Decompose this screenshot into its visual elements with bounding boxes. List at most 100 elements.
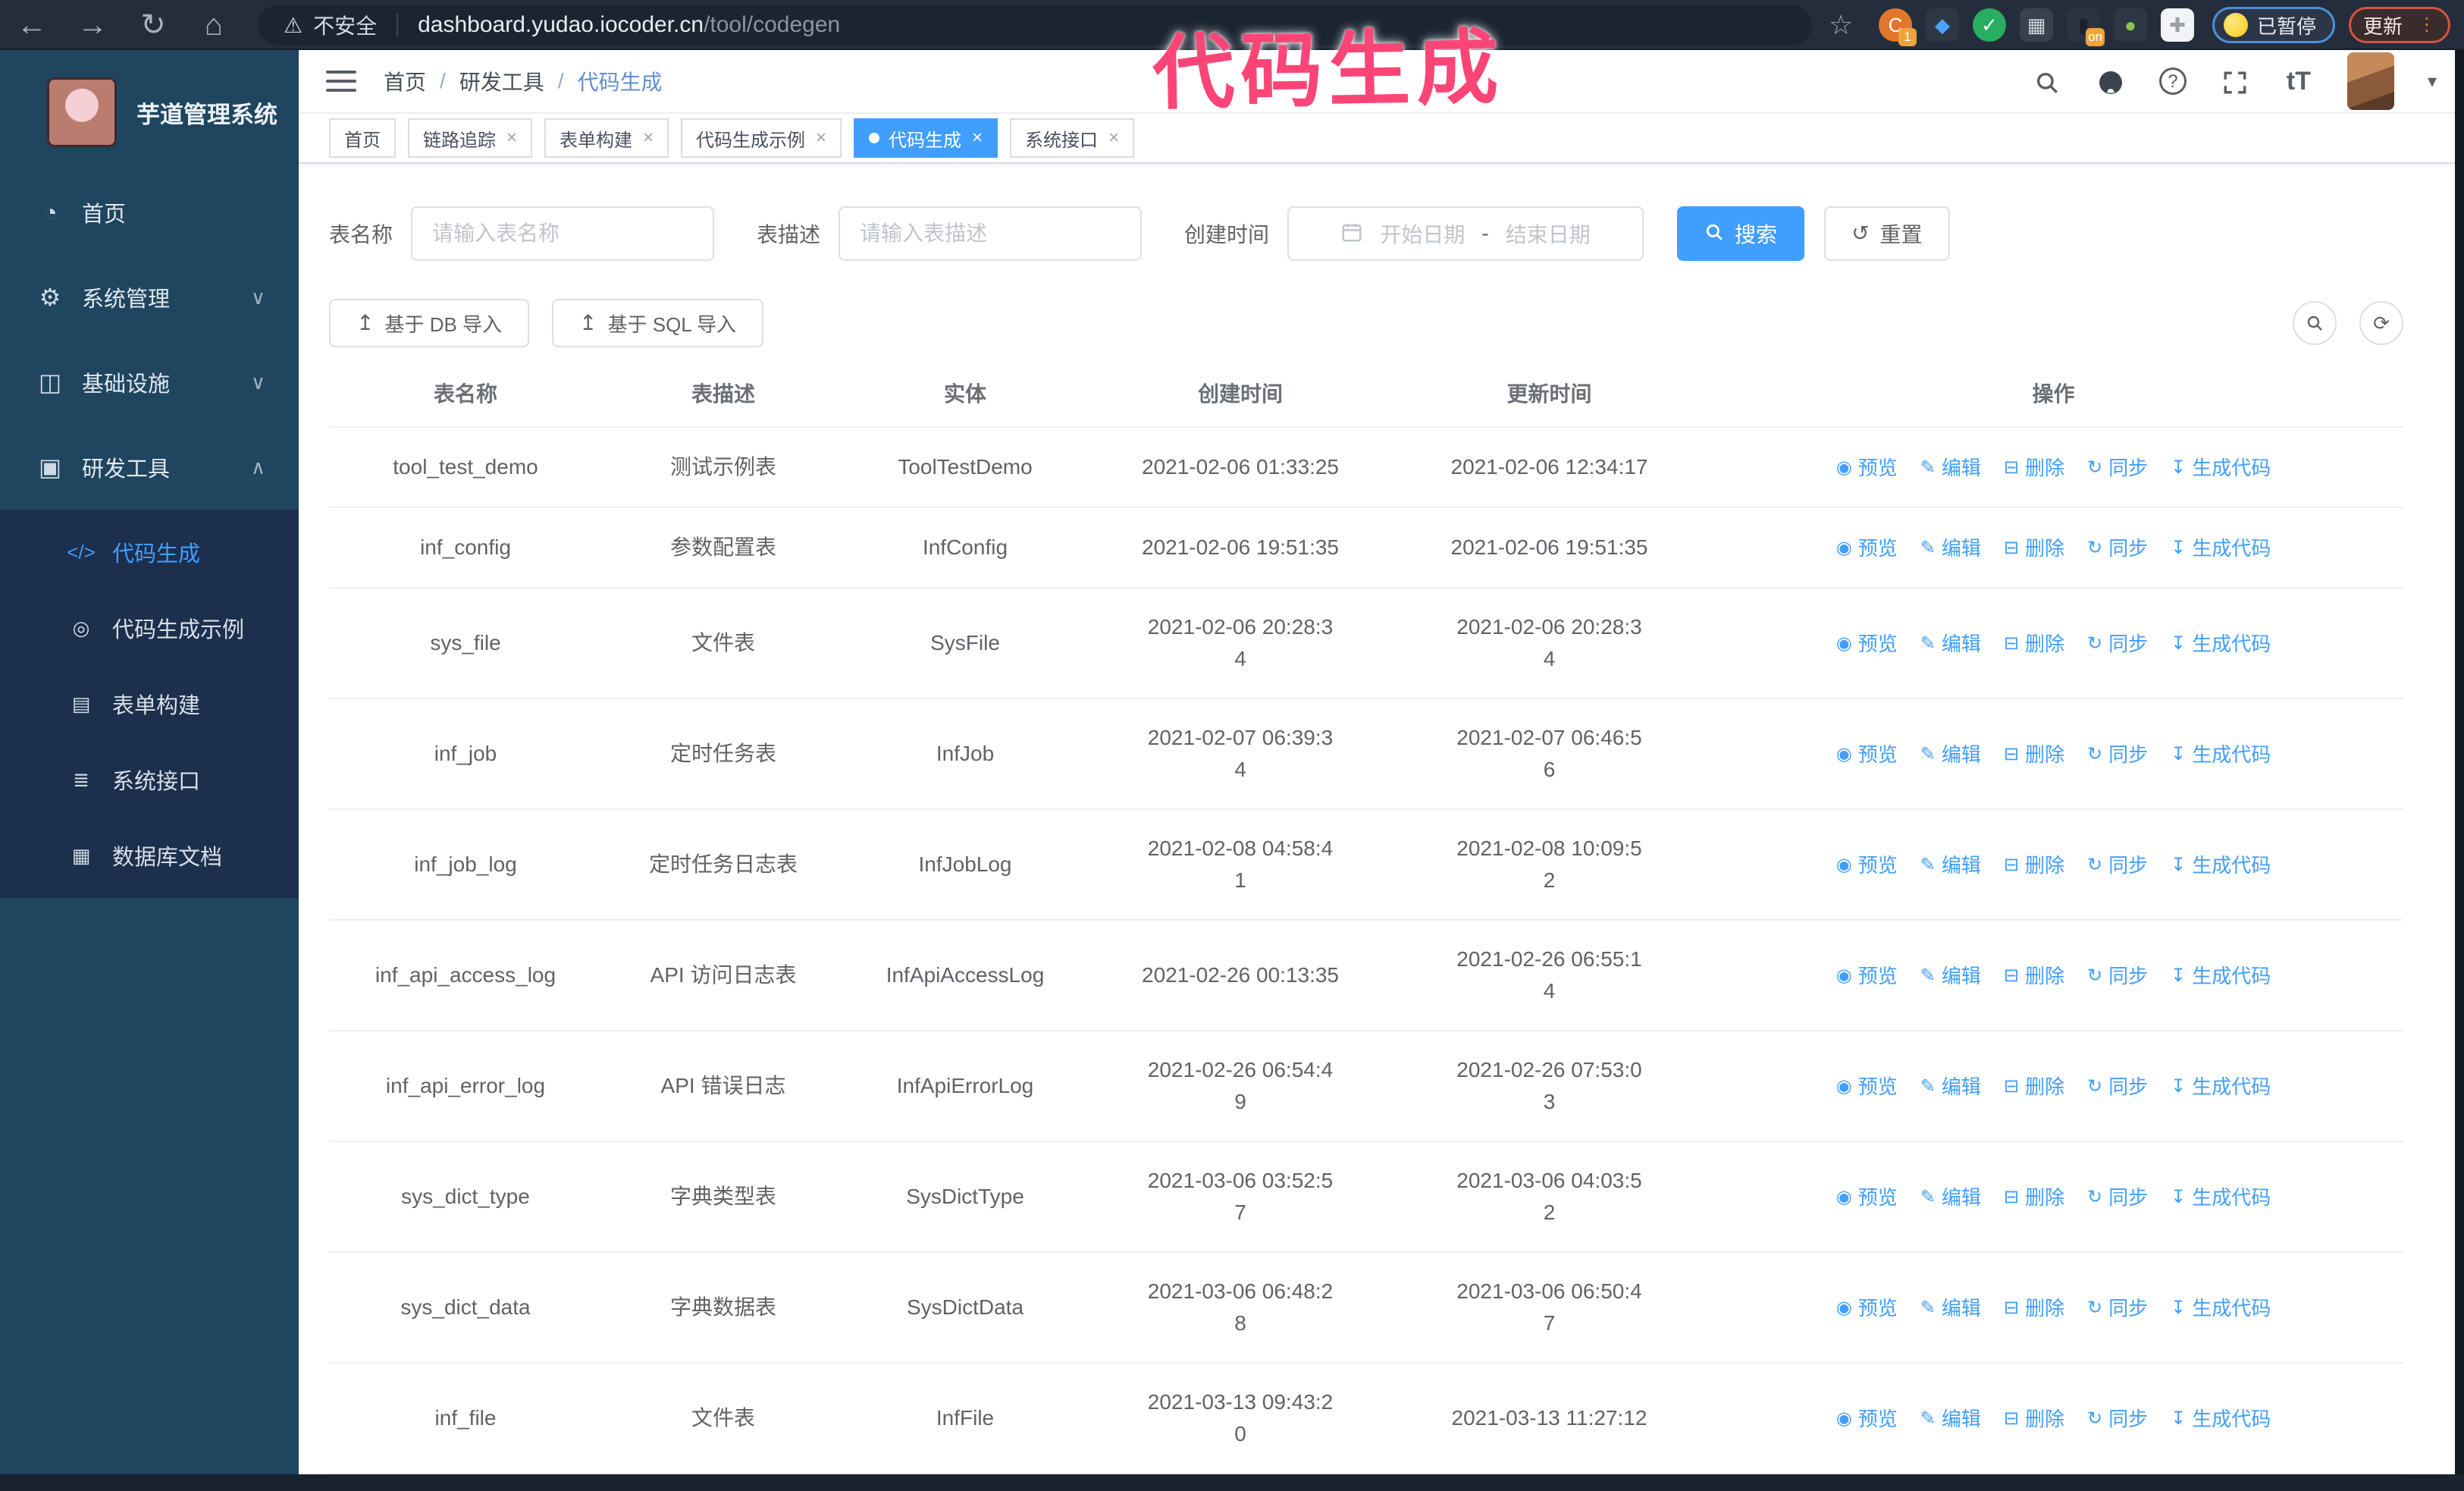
refresh-button[interactable]: ⟳ (2359, 301, 2403, 345)
row-action-link[interactable]: ⊟ 删除 (2004, 739, 2064, 771)
row-action-link[interactable]: ↧ 生成代码 (2171, 1071, 2271, 1103)
row-action-link[interactable]: ↧ 生成代码 (2171, 452, 2271, 484)
row-action-link[interactable]: ⊟ 删除 (2004, 628, 2064, 660)
row-action-link[interactable]: ↧ 生成代码 (2171, 739, 2271, 771)
import-sql-button[interactable]: ↥ 基于 SQL 导入 (552, 299, 764, 347)
row-action-link[interactable]: ◉ 预览 (1836, 739, 1898, 771)
row-action-link[interactable]: ◉ 预览 (1836, 849, 1898, 881)
row-action-link[interactable]: ⊟ 删除 (2004, 1292, 2064, 1324)
breadcrumb-item[interactable]: 研发工具 (459, 71, 544, 94)
browser-home-icon[interactable]: ⌂ (204, 8, 224, 42)
row-action-link[interactable]: ↻ 同步 (2087, 849, 2148, 881)
row-action-link[interactable]: ◉ 预览 (1836, 1403, 1898, 1435)
date-end-placeholder[interactable]: 结束日期 (1505, 223, 1591, 246)
sidebar-item-devtools[interactable]: ▣ 研发工具 ∧ (0, 425, 299, 510)
table-name-input[interactable] (411, 206, 715, 261)
close-icon[interactable]: × (506, 127, 518, 148)
tag[interactable]: 首页 × (329, 118, 396, 158)
browser-reload-icon[interactable]: ↻ (140, 8, 166, 42)
close-icon[interactable]: × (643, 127, 654, 148)
fullscreen-icon[interactable] (2220, 67, 2250, 96)
window-scrollbar-strip[interactable] (2455, 50, 2464, 1474)
row-action-link[interactable]: ✎ 编辑 (1920, 628, 1981, 660)
reset-button[interactable]: ↺ 重置 (1824, 206, 1950, 261)
sidebar-item-home[interactable]: ◔ 首页 (0, 170, 299, 255)
sidebar-toggle-icon[interactable] (326, 64, 356, 98)
toggle-search-button[interactable] (2293, 301, 2337, 345)
breadcrumb-item[interactable]: 代码生成 (577, 71, 663, 94)
row-action-link[interactable]: ↻ 同步 (2087, 960, 2148, 992)
row-action-link[interactable]: ◉ 预览 (1836, 452, 1898, 484)
row-action-link[interactable]: ↻ 同步 (2087, 1182, 2148, 1213)
extension-icon[interactable]: ▦ (2020, 8, 2053, 42)
row-action-link[interactable]: ↧ 生成代码 (2171, 628, 2271, 660)
kebab-menu-icon[interactable]: ⋮ (2418, 14, 2436, 35)
search-icon[interactable] (2032, 67, 2062, 96)
row-action-link[interactable]: ↧ 生成代码 (2171, 1292, 2271, 1324)
close-icon[interactable]: × (972, 127, 983, 148)
tag[interactable]: 表单构建 × (544, 118, 669, 158)
browser-forward-icon[interactable]: → (77, 8, 108, 42)
tag[interactable]: 代码生成示例 × (681, 118, 842, 158)
extension-icon[interactable]: ✚ (2161, 8, 2194, 42)
row-action-link[interactable]: ✎ 编辑 (1920, 1403, 1981, 1435)
tag[interactable]: 代码生成 × (854, 118, 998, 158)
paused-pill[interactable]: 已暂停 (2212, 7, 2335, 43)
avatar[interactable] (2346, 52, 2394, 110)
extension-icon[interactable]: ▮ on (2067, 8, 2105, 46)
bookmark-star-icon[interactable]: ☆ (1829, 9, 1854, 40)
row-action-link[interactable]: ↻ 同步 (2087, 1292, 2148, 1324)
tag[interactable]: 系统接口 × (1010, 118, 1135, 158)
row-action-link[interactable]: ↻ 同步 (2087, 1403, 2148, 1435)
row-action-link[interactable]: ✎ 编辑 (1920, 452, 1981, 484)
row-action-link[interactable]: ◉ 预览 (1836, 532, 1898, 564)
row-action-link[interactable]: ⊟ 删除 (2004, 1403, 2064, 1435)
row-action-link[interactable]: ◉ 预览 (1836, 1182, 1898, 1213)
row-action-link[interactable]: ↻ 同步 (2087, 452, 2148, 484)
row-action-link[interactable]: ↻ 同步 (2087, 628, 2148, 660)
submenu-item[interactable]: ◎ 代码生成示例 (0, 590, 299, 666)
row-action-link[interactable]: ✎ 编辑 (1920, 849, 1981, 881)
row-action-link[interactable]: ✎ 编辑 (1920, 1182, 1981, 1213)
row-action-link[interactable]: ↧ 生成代码 (2171, 960, 2271, 992)
row-action-link[interactable]: ↻ 同步 (2087, 532, 2148, 564)
github-icon[interactable] (2096, 66, 2126, 96)
row-action-link[interactable]: ↻ 同步 (2087, 1071, 2148, 1103)
row-action-link[interactable]: ◉ 预览 (1836, 960, 1898, 992)
extension-icon[interactable]: ◆ (1926, 8, 1959, 42)
update-button[interactable]: 更新 ⋮ (2349, 7, 2450, 43)
row-action-link[interactable]: ↧ 生成代码 (2171, 1403, 2271, 1435)
row-action-link[interactable]: ✎ 编辑 (1920, 532, 1981, 564)
row-action-link[interactable]: ↧ 生成代码 (2171, 849, 2271, 881)
row-action-link[interactable]: ↧ 生成代码 (2171, 532, 2271, 564)
sidebar-item-system[interactable]: ⚙ 系统管理 ∨ (0, 255, 299, 340)
row-action-link[interactable]: ✎ 编辑 (1920, 1292, 1981, 1324)
row-action-link[interactable]: ⊟ 删除 (2004, 960, 2064, 992)
submenu-item[interactable]: ▦ 数据库文档 (0, 818, 299, 893)
row-action-link[interactable]: ⊟ 删除 (2004, 1071, 2064, 1103)
help-icon[interactable]: ? (2158, 67, 2187, 95)
table-desc-input[interactable] (839, 206, 1143, 261)
row-action-link[interactable]: ↧ 生成代码 (2171, 1182, 2271, 1213)
date-range-picker[interactable]: 开始日期 - 结束日期 (1287, 206, 1644, 261)
row-action-link[interactable]: ◉ 预览 (1836, 1071, 1898, 1103)
row-action-link[interactable]: ✎ 编辑 (1920, 1071, 1981, 1103)
import-db-button[interactable]: ↥ 基于 DB 导入 (329, 299, 530, 347)
close-icon[interactable]: × (1108, 127, 1120, 148)
chevron-down-icon[interactable]: ▾ (2427, 71, 2437, 92)
row-action-link[interactable]: ✎ 编辑 (1920, 739, 1981, 771)
app-logo-row[interactable]: 芋道管理系统 (0, 50, 299, 170)
tag[interactable]: 链路追踪 × (408, 118, 533, 158)
submenu-item[interactable]: ▤ 表单构建 (0, 666, 299, 742)
row-action-link[interactable]: ◉ 预览 (1836, 628, 1898, 660)
sidebar-item-infra[interactable]: ◫ 基础设施 ∨ (0, 340, 299, 425)
submenu-item[interactable]: </> 代码生成 (0, 514, 299, 590)
row-action-link[interactable]: ◉ 预览 (1836, 1292, 1898, 1324)
font-size-icon[interactable]: tT (2286, 66, 2311, 96)
row-action-link[interactable]: ⊟ 删除 (2004, 452, 2064, 484)
extension-icon[interactable]: C 1 (1879, 8, 1917, 46)
extension-icon[interactable]: ✓ (1973, 8, 2006, 42)
address-bar[interactable]: ⚠ 不安全 dashboard.yudao.iocoder.cn/tool/co… (258, 5, 1812, 45)
date-start-placeholder[interactable]: 开始日期 (1380, 223, 1466, 246)
close-icon[interactable]: × (816, 127, 827, 148)
